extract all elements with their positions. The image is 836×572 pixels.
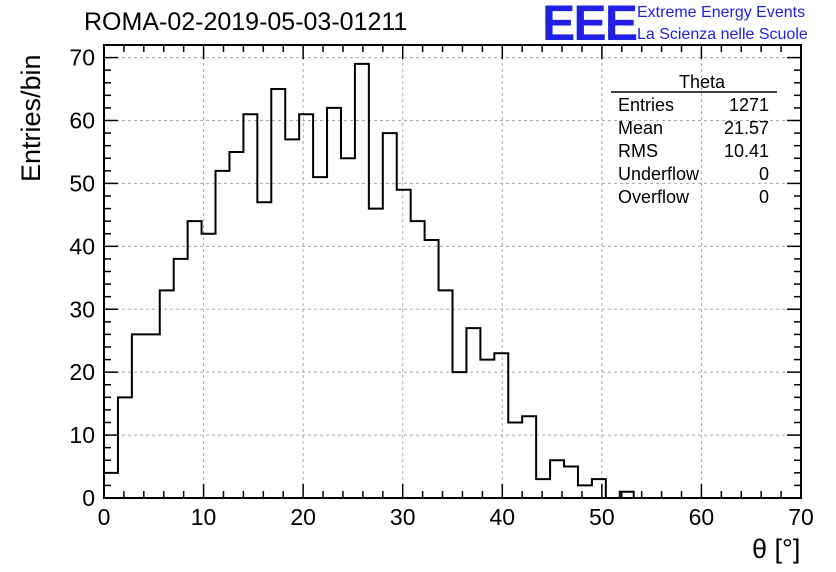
histogram-bin xyxy=(229,152,243,498)
histogram-bin xyxy=(578,485,592,498)
histogram-bin xyxy=(160,290,174,498)
histogram-bin xyxy=(257,202,271,498)
x-tick-label: 40 xyxy=(489,504,515,530)
logo-line-1: Extreme Energy Events xyxy=(637,4,806,21)
histogram-bin xyxy=(146,334,160,498)
histogram-bin xyxy=(592,479,606,498)
y-tick-label: 30 xyxy=(69,296,95,322)
logo-caption: Extreme Energy Events La Scienza nelle S… xyxy=(637,2,808,46)
histogram-outline xyxy=(103,62,801,499)
chart-title: ROMA-02-2019-05-03-01211 xyxy=(84,8,408,36)
histogram-bin xyxy=(313,177,327,498)
y-tick-label: 10 xyxy=(69,422,95,448)
histogram-bin xyxy=(299,114,313,498)
histogram-bin xyxy=(188,221,202,498)
histogram-bin xyxy=(466,328,480,498)
stats-row-value: 10.41 xyxy=(724,141,769,161)
histogram-bin xyxy=(536,479,550,498)
y-tick-label: 60 xyxy=(69,108,95,134)
x-tick-label: 50 xyxy=(589,504,615,530)
y-tick-label: 50 xyxy=(69,170,95,196)
stats-row-value: 0 xyxy=(759,164,769,184)
stats-box-title: Theta xyxy=(679,72,726,92)
y-tick-label: 20 xyxy=(69,359,95,385)
histogram-bin xyxy=(174,259,188,498)
grid-lines xyxy=(104,45,801,498)
histogram-bin xyxy=(327,108,341,498)
y-tick-label: 40 xyxy=(69,233,95,259)
histogram-bin xyxy=(383,133,397,498)
histogram-bin xyxy=(439,290,453,498)
histogram-bin xyxy=(243,114,257,498)
histogram-bin xyxy=(564,467,578,498)
stats-row-label: Entries xyxy=(618,95,674,115)
x-tick-label: 30 xyxy=(390,504,416,530)
histogram-bin xyxy=(522,416,536,498)
x-tick-label: 10 xyxy=(191,504,217,530)
histogram-bin xyxy=(508,423,522,499)
histogram-bin xyxy=(411,221,425,498)
x-tick-label: 20 xyxy=(290,504,316,530)
stats-row-label: Mean xyxy=(618,118,663,138)
histogram-bin xyxy=(355,64,369,498)
histogram-bin xyxy=(480,360,494,498)
histogram-bin xyxy=(216,171,230,498)
axis-ticks: 0 10 20 30 40 50 60 70 0 10 20 30 40 50 60 70 xyxy=(69,44,814,530)
histogram-bin xyxy=(285,139,299,498)
stats-row-value: 21.57 xyxy=(724,118,769,138)
x-tick-label: 70 xyxy=(788,504,814,530)
stats-row-value: 1271 xyxy=(729,95,769,115)
histogram-bin xyxy=(132,334,146,498)
histogram-bin xyxy=(494,353,508,498)
x-axis-label: θ [°] xyxy=(752,534,801,564)
logo-line-2: La Scienza nelle Scuole xyxy=(637,26,808,43)
x-tick-label: 60 xyxy=(689,504,715,530)
y-tick-label: 70 xyxy=(69,45,95,71)
stats-row-value: 0 xyxy=(759,187,769,207)
stats-row-label: Underflow xyxy=(618,164,700,184)
histogram-bin xyxy=(271,89,285,498)
histogram-bin xyxy=(425,240,439,498)
stats-row-label: RMS xyxy=(618,141,658,161)
histogram-bin xyxy=(397,190,411,498)
plot-frame xyxy=(103,44,802,499)
histogram-bin xyxy=(341,158,355,498)
x-tick-label: 0 xyxy=(98,504,111,530)
histogram-bin xyxy=(369,209,383,498)
eee-logo: EEE xyxy=(542,0,638,51)
y-tick-label: 0 xyxy=(82,485,95,511)
stats-row-label: Overflow xyxy=(618,187,690,207)
histogram-bin xyxy=(118,397,132,498)
